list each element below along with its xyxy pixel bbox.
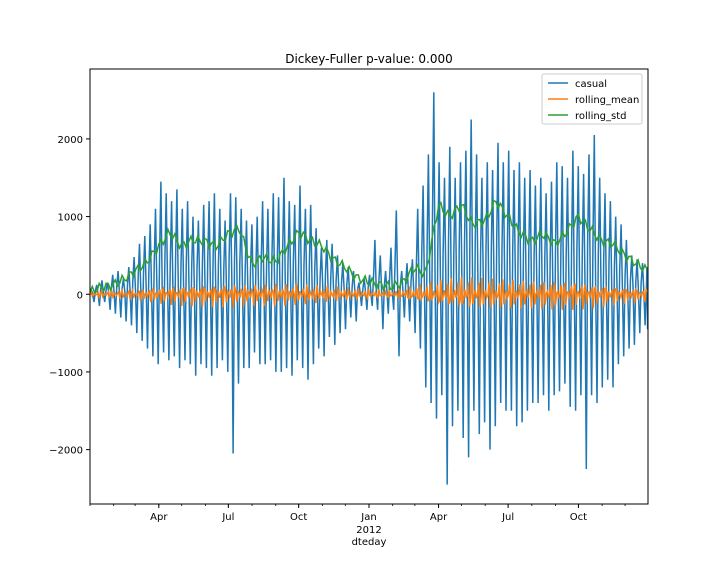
- x-tick-label: Jul: [221, 512, 234, 523]
- series-rolling-mean-line: [89, 276, 648, 310]
- x-tick-label: Jan: [360, 512, 376, 523]
- legend-box: [541, 73, 643, 125]
- legend-label-casual: casual: [575, 79, 607, 90]
- x-axis-label: dteday: [352, 537, 387, 548]
- y-axis: 2000 1000 0 −1000 −2000: [49, 135, 90, 457]
- x-tick-label: Jul: [501, 512, 514, 523]
- x-tick-label: Apr: [150, 512, 168, 523]
- x-tick-sublabel: 2012: [356, 525, 381, 536]
- x-axis: Apr Jul Oct Jan 2012 Apr Jul Oct: [89, 504, 626, 536]
- x-tick-label: Oct: [570, 512, 587, 523]
- y-tick-label: −1000: [49, 368, 83, 379]
- series-rolling-std-line: [89, 199, 648, 294]
- legend: casual rolling_mean rolling_std: [541, 73, 643, 125]
- y-tick-label: 0: [77, 290, 83, 301]
- y-tick-label: −2000: [49, 446, 83, 457]
- legend-label-rolling-mean: rolling_mean: [575, 95, 639, 106]
- y-tick-label: 1000: [58, 213, 83, 224]
- chart-title: Dickey-Fuller p-value: 0.000: [285, 52, 453, 66]
- y-tick-label: 2000: [58, 135, 83, 146]
- x-tick-label: Oct: [290, 512, 307, 523]
- x-tick-label: Apr: [430, 512, 448, 523]
- legend-label-rolling-std: rolling_std: [575, 111, 627, 122]
- plot-area: [89, 92, 649, 485]
